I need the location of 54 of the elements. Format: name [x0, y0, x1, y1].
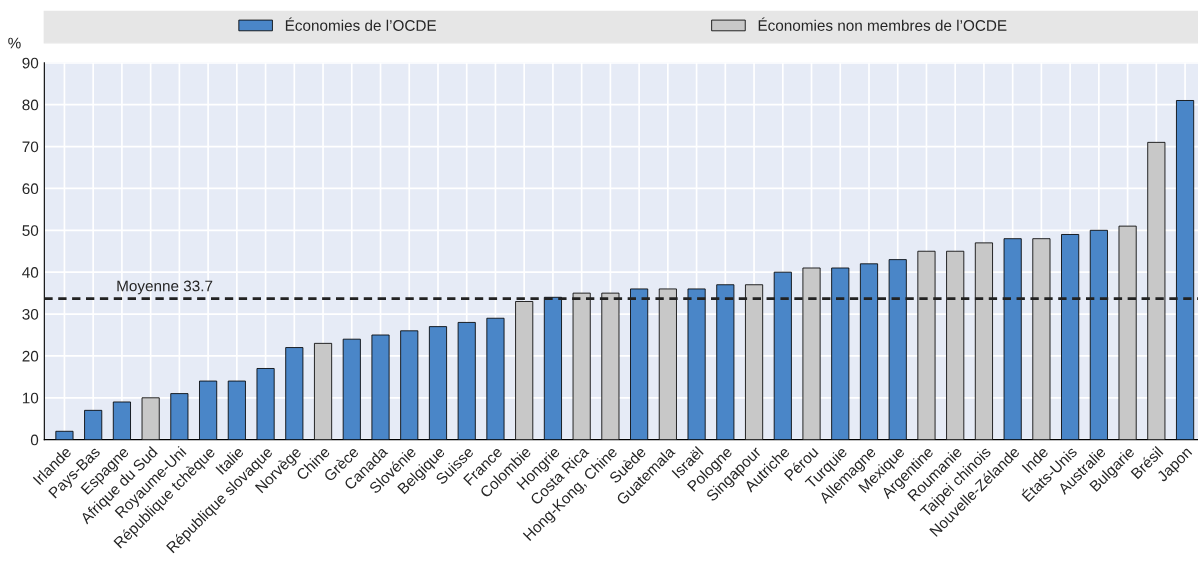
bar — [601, 292, 620, 440]
bar — [1003, 238, 1022, 440]
bar — [745, 284, 764, 440]
y-tick-label: 80 — [22, 99, 39, 111]
bar — [84, 409, 103, 440]
legend-label: Économies non membres de l’OCDE — [758, 17, 1007, 31]
bar — [1147, 141, 1166, 440]
bar — [802, 267, 821, 440]
bar — [256, 368, 275, 440]
y-tick-label: 70 — [22, 141, 39, 153]
bar — [1032, 238, 1051, 440]
y-tick-label: 0 — [30, 434, 39, 446]
y-tick-label: 30 — [22, 308, 39, 320]
bar — [486, 317, 505, 440]
y-axis-title: % — [8, 37, 21, 49]
bar — [543, 296, 562, 440]
legend-label: Économies de l’OCDE — [285, 17, 436, 31]
bar — [342, 338, 361, 440]
bar — [1118, 225, 1137, 440]
bar — [112, 401, 131, 440]
ref-line-label: Moyenne 33.7 — [117, 280, 213, 295]
bar — [199, 380, 218, 440]
bar — [457, 322, 476, 440]
bar — [572, 292, 591, 440]
bar — [1061, 234, 1080, 440]
bar — [515, 301, 534, 440]
bar — [1089, 229, 1108, 440]
bar — [630, 288, 649, 440]
bar — [55, 430, 74, 440]
bar — [716, 284, 735, 440]
bar — [1176, 100, 1195, 440]
y-tick-label: 60 — [22, 183, 39, 195]
bar — [371, 334, 390, 440]
bar — [658, 288, 677, 440]
bar — [859, 263, 879, 440]
bar — [831, 267, 850, 440]
bar — [400, 330, 419, 440]
bar — [917, 250, 936, 440]
bar — [227, 380, 246, 440]
bar — [773, 271, 792, 440]
y-tick-label: 10 — [22, 392, 39, 404]
bar — [428, 326, 448, 440]
y-tick-label: 20 — [22, 350, 39, 362]
y-tick-label: 90 — [22, 57, 39, 69]
bar — [946, 250, 965, 440]
y-tick-label: 50 — [22, 225, 39, 236]
y-tick-label: 40 — [22, 267, 39, 278]
bar — [888, 259, 907, 440]
bar — [974, 242, 993, 440]
bar — [285, 347, 304, 440]
bar — [141, 397, 160, 440]
bar — [170, 393, 189, 440]
bar — [687, 288, 706, 440]
bar — [314, 342, 333, 440]
